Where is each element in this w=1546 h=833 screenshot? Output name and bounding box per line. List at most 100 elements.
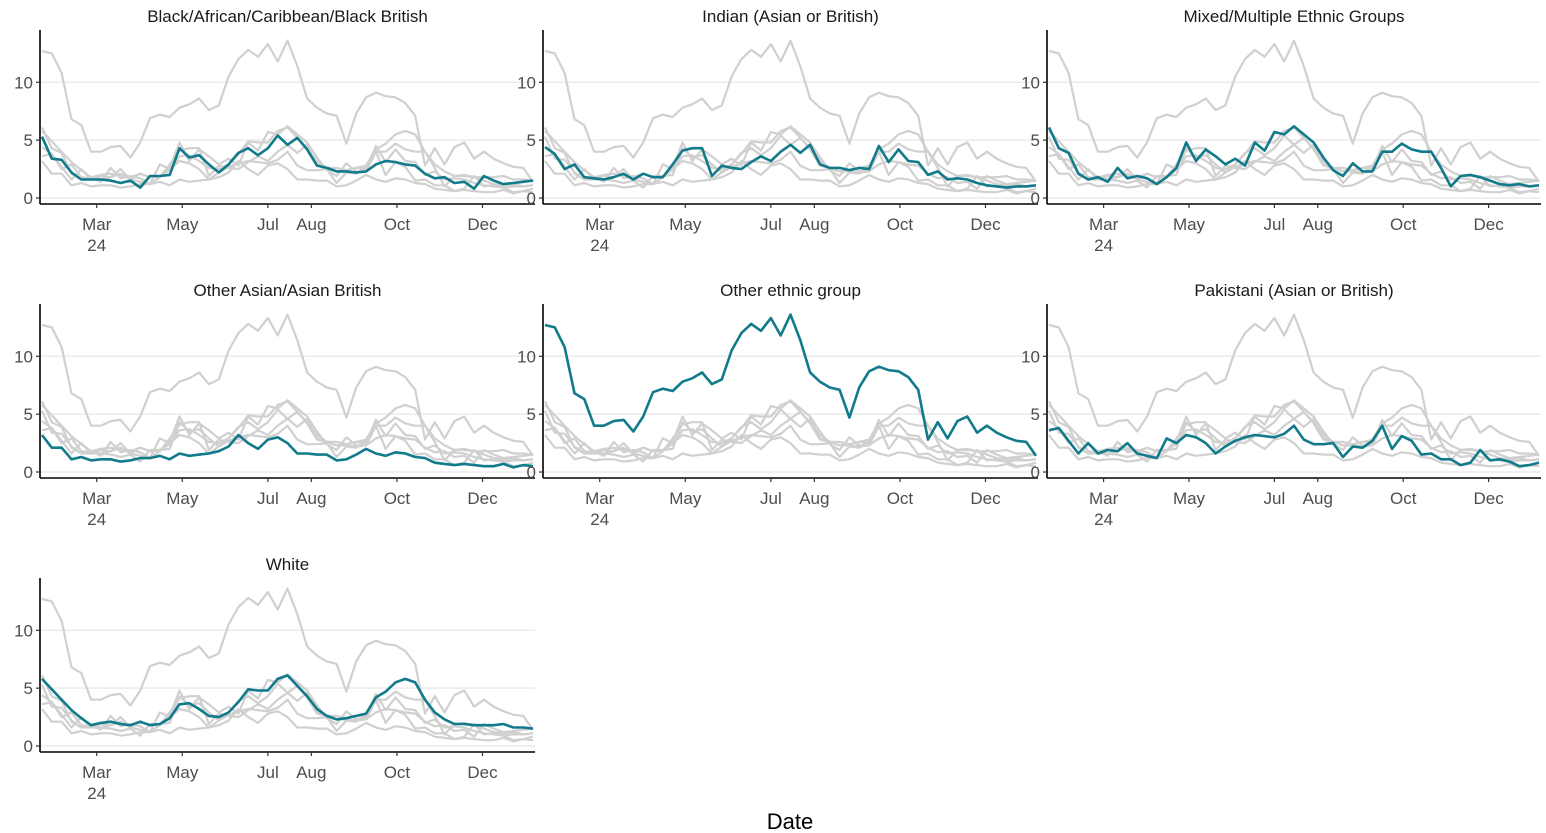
x-tick-label: Mar 24 — [1089, 489, 1119, 529]
highlight-series-line — [40, 433, 534, 469]
background-series-line — [41, 698, 534, 742]
background-series-line — [41, 150, 534, 194]
facet-panel: Other Asian/Asian British 0 5 10 Mar 24 May Jul… — [14, 281, 535, 529]
x-tick-label: Dec — [970, 215, 1001, 234]
background-series-line — [1048, 400, 1540, 456]
y-tick-label: 5 — [527, 131, 536, 150]
x-tick-label: Oct — [1390, 489, 1417, 508]
x-tick-label: Jul — [257, 215, 279, 234]
facet-panel: Mixed/Multiple Ethnic Groups 0 5 10 Mar 24 May… — [1021, 7, 1541, 255]
background-series-line — [41, 707, 534, 743]
x-tick-label: Dec — [467, 215, 498, 234]
facet-title: White — [266, 555, 309, 574]
background-series-line — [1048, 433, 1540, 469]
x-tick-label: Mar 24 — [585, 215, 615, 255]
background-series-line — [41, 313, 534, 457]
y-tick-label: 5 — [527, 405, 536, 424]
facet-title: Mixed/Multiple Ethnic Groups — [1183, 7, 1404, 26]
y-tick-label: 0 — [1031, 463, 1040, 482]
background-series-line — [544, 39, 1037, 183]
y-tick-label: 0 — [527, 463, 536, 482]
facet-title: Other ethnic group — [720, 281, 861, 300]
y-tick-label: 10 — [14, 621, 33, 640]
x-tick-label: May — [669, 215, 702, 234]
facet-title: Black/African/Caribbean/Black British — [147, 7, 428, 26]
x-tick-label: Oct — [384, 215, 411, 234]
background-series-line — [41, 400, 534, 456]
highlight-series-line — [1048, 424, 1540, 468]
x-tick-label: Aug — [296, 763, 326, 782]
x-tick-label: May — [1173, 215, 1206, 234]
x-axis-title: Date — [767, 809, 813, 833]
facet-title: Pakistani (Asian or British) — [1194, 281, 1393, 300]
y-tick-label: 0 — [24, 463, 33, 482]
y-tick-label: 10 — [517, 73, 536, 92]
facet-panel: Pakistani (Asian or British) 0 5 10 Mar 24 May… — [1021, 281, 1541, 529]
highlight-series-line — [40, 134, 534, 190]
y-tick-label: 0 — [1031, 189, 1040, 208]
x-tick-label: Mar 24 — [1089, 215, 1119, 255]
background-series-line — [41, 125, 534, 188]
background-series-line — [1047, 134, 1540, 190]
x-tick-label: Oct — [887, 215, 914, 234]
x-tick-label: Mar 24 — [585, 489, 615, 529]
x-tick-label: May — [166, 763, 199, 782]
background-series-line — [41, 39, 534, 183]
background-series-line — [544, 424, 1037, 468]
facet-panel: Indian (Asian or British) 0 5 10 Mar 24 May Jul… — [517, 7, 1038, 255]
background-series-line — [41, 126, 534, 182]
background-series-line — [41, 587, 534, 731]
x-tick-label: Oct — [384, 489, 411, 508]
background-series-line — [41, 159, 534, 195]
x-tick-label: Dec — [1473, 489, 1504, 508]
x-tick-label: Oct — [887, 489, 914, 508]
background-series-line — [1048, 399, 1540, 462]
x-tick-label: Jul — [760, 215, 782, 234]
x-tick-label: May — [166, 489, 199, 508]
background-series-line — [41, 399, 534, 462]
x-tick-label: Aug — [1303, 215, 1333, 234]
y-tick-label: 5 — [24, 405, 33, 424]
x-tick-label: Dec — [970, 489, 1001, 508]
highlight-series-line — [544, 313, 1038, 457]
x-tick-label: Jul — [1264, 489, 1286, 508]
x-tick-label: Dec — [467, 489, 498, 508]
background-series-line — [544, 125, 1037, 188]
background-series-line — [544, 150, 1037, 194]
x-tick-label: Jul — [257, 763, 279, 782]
background-series-line — [1048, 150, 1540, 194]
x-tick-label: Oct — [1390, 215, 1417, 234]
background-series-line — [544, 399, 1037, 462]
background-series-line — [544, 433, 1037, 469]
y-tick-label: 10 — [517, 347, 536, 366]
background-series-line — [40, 682, 534, 738]
background-series-line — [40, 408, 534, 464]
facet-panel: Other ethnic group 0 5 10 Mar 24 May Jul Aug Oct D… — [517, 281, 1038, 529]
x-tick-label: Jul — [257, 489, 279, 508]
y-tick-label: 10 — [14, 347, 33, 366]
y-tick-label: 10 — [14, 73, 33, 92]
y-tick-label: 10 — [1021, 347, 1040, 366]
x-tick-label: Mar 24 — [82, 489, 112, 529]
x-tick-label: May — [166, 215, 199, 234]
y-tick-label: 5 — [1031, 405, 1040, 424]
facet-panel: Black/African/Caribbean/Black British 0 5 1… — [14, 7, 535, 255]
facet-title: Other Asian/Asian British — [193, 281, 381, 300]
background-series-line — [1048, 313, 1540, 457]
x-tick-label: Jul — [1264, 215, 1286, 234]
x-tick-label: Aug — [1303, 489, 1333, 508]
x-tick-label: Mar 24 — [82, 215, 112, 255]
x-tick-label: Aug — [296, 215, 326, 234]
background-series-line — [543, 134, 1037, 190]
y-tick-label: 0 — [24, 737, 33, 756]
x-tick-label: Dec — [1473, 215, 1504, 234]
background-series-line — [544, 159, 1037, 195]
background-series-line — [544, 400, 1037, 456]
background-series-line — [1047, 408, 1540, 464]
y-tick-label: 5 — [24, 131, 33, 150]
y-tick-label: 10 — [1021, 73, 1040, 92]
facet-panel: White 0 5 10 Mar 24 May Jul Aug Oct Dec — [14, 555, 535, 803]
highlight-series-line — [41, 674, 534, 730]
y-tick-label: 5 — [24, 679, 33, 698]
